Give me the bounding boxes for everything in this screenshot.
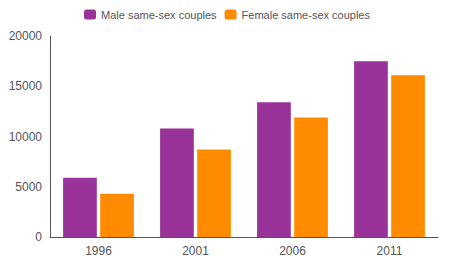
svg-text:2006: 2006 bbox=[279, 244, 306, 258]
svg-text:1996: 1996 bbox=[85, 244, 112, 258]
svg-text:Male same-sex couples: Male same-sex couples bbox=[101, 9, 217, 21]
svg-text:15000: 15000 bbox=[9, 79, 43, 93]
svg-text:Female same-sex couples: Female same-sex couples bbox=[242, 9, 371, 21]
svg-text:2001: 2001 bbox=[182, 244, 209, 258]
svg-text:0: 0 bbox=[35, 230, 42, 244]
svg-text:10000: 10000 bbox=[9, 130, 43, 144]
svg-text:2011: 2011 bbox=[377, 244, 403, 258]
svg-text:5000: 5000 bbox=[15, 180, 42, 194]
svg-text:20000: 20000 bbox=[9, 29, 43, 43]
